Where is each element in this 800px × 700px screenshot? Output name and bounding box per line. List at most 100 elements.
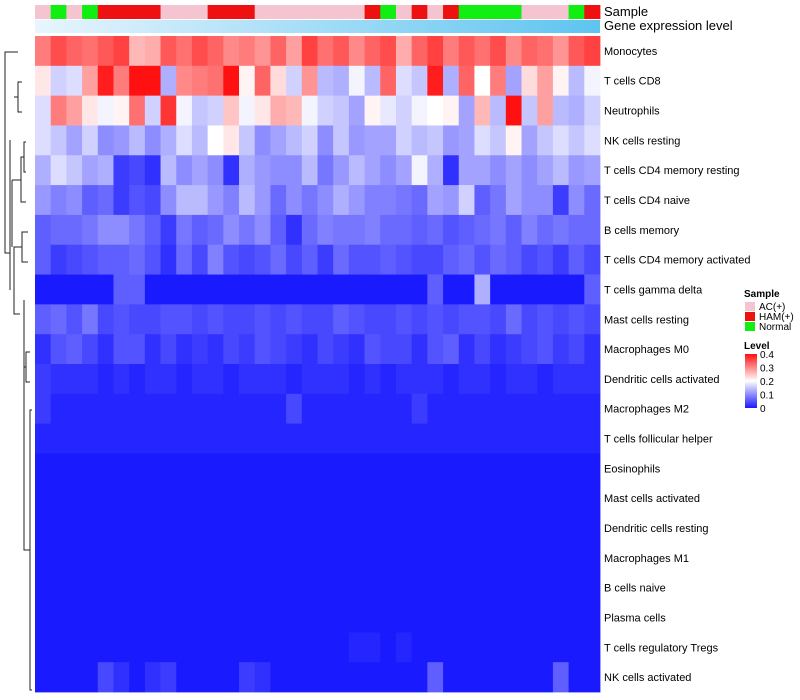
heatmap-cell xyxy=(254,483,271,514)
sample-annotation-cell xyxy=(301,5,318,19)
heatmap-cell xyxy=(113,393,130,425)
heatmap-cell xyxy=(176,304,193,335)
heatmap-cell xyxy=(364,214,381,246)
heatmap-cell xyxy=(254,423,271,454)
legend-level-title: Level xyxy=(744,341,770,352)
heatmap-cell xyxy=(474,244,491,275)
heatmap-cell xyxy=(301,393,318,425)
heatmap-cell xyxy=(490,185,507,216)
heatmap-cell xyxy=(458,244,475,275)
heatmap-cell xyxy=(427,423,444,454)
heatmap-cell xyxy=(474,542,491,574)
heatmap-cell xyxy=(223,274,240,305)
heatmap-cell xyxy=(66,125,83,156)
heatmap-cell xyxy=(568,304,585,335)
heatmap-cell xyxy=(207,95,224,126)
heatmap-cell xyxy=(505,155,522,186)
heatmap-cell xyxy=(254,513,271,544)
heatmap-cell xyxy=(584,65,601,97)
heatmap-cell xyxy=(97,513,114,544)
heatmap-cell xyxy=(333,662,350,693)
heatmap-cell xyxy=(505,125,522,156)
heatmap-cell xyxy=(443,453,460,484)
heatmap-cell xyxy=(521,602,538,633)
heatmap-cell xyxy=(490,155,507,186)
heatmap-cell xyxy=(490,65,507,97)
heatmap-cell xyxy=(584,513,601,544)
heatmap-cell xyxy=(584,483,601,514)
heatmap-cell xyxy=(380,274,397,305)
heatmap-cell xyxy=(239,542,256,574)
heatmap-cell xyxy=(223,334,240,365)
heatmap-cell xyxy=(348,632,365,663)
heatmap-cell xyxy=(443,185,460,216)
heatmap-cell xyxy=(176,632,193,663)
heatmap-cell xyxy=(82,334,99,365)
heatmap-cell xyxy=(364,155,381,186)
row-label: Neutrophils xyxy=(604,106,660,118)
heatmap-cell xyxy=(490,662,507,693)
heatmap-cell xyxy=(129,274,146,305)
heatmap-cell xyxy=(82,274,99,305)
row-label: Macrophages M0 xyxy=(604,344,689,356)
heatmap-cell xyxy=(411,632,428,663)
heatmap-cell xyxy=(411,542,428,574)
heatmap-cell xyxy=(35,125,52,156)
heatmap-cell xyxy=(348,483,365,514)
heatmap-cell xyxy=(223,423,240,454)
row-label: B cells memory xyxy=(604,225,680,237)
heatmap-cell xyxy=(129,513,146,544)
heatmap-cell xyxy=(333,423,350,454)
heatmap-cell xyxy=(97,483,114,514)
heatmap-cell xyxy=(427,513,444,544)
heatmap-cell xyxy=(521,274,538,305)
heatmap-cell xyxy=(458,334,475,365)
heatmap-cell xyxy=(270,304,287,335)
heatmap-cell xyxy=(317,274,334,305)
heatmap-cell xyxy=(301,662,318,693)
legend-swatch xyxy=(745,302,755,311)
heatmap-cell xyxy=(129,304,146,335)
heatmap-cell xyxy=(537,36,554,67)
heatmap-cell xyxy=(474,36,491,67)
heatmap-cell xyxy=(380,542,397,574)
heatmap-cell xyxy=(505,65,522,97)
heatmap-cell xyxy=(537,513,554,544)
heatmap-cell xyxy=(364,602,381,633)
heatmap-cell xyxy=(239,662,256,693)
heatmap-cell xyxy=(427,602,444,633)
heatmap-cell xyxy=(176,423,193,454)
heatmap-cell xyxy=(144,483,161,514)
heatmap-cell xyxy=(82,662,99,693)
heatmap-cell xyxy=(239,423,256,454)
heatmap-cell xyxy=(191,185,209,216)
heatmap-cell xyxy=(113,483,130,514)
heatmap-cell xyxy=(239,393,256,425)
heatmap-cell xyxy=(443,334,460,365)
heatmap-cell xyxy=(223,214,240,246)
row-label: T cells gamma delta xyxy=(604,284,703,296)
heatmap-cell xyxy=(207,65,224,97)
heatmap-cell xyxy=(537,662,554,693)
heatmap-cell xyxy=(443,65,460,97)
heatmap-cell xyxy=(427,155,444,186)
heatmap-cell xyxy=(552,125,570,156)
heatmap-cell xyxy=(411,214,428,246)
heatmap-cell xyxy=(239,483,256,514)
row-label: Dendritic cells activated xyxy=(604,374,720,386)
heatmap-cell xyxy=(458,393,475,425)
heatmap-cell xyxy=(317,393,334,425)
heatmap-cell xyxy=(505,602,522,633)
heatmap-cell xyxy=(317,453,334,484)
heatmap-cell xyxy=(207,244,224,275)
heatmap-cell xyxy=(113,662,130,693)
heatmap-cell xyxy=(443,423,460,454)
heatmap-cell xyxy=(270,423,287,454)
sample-annotation-cell xyxy=(490,5,507,19)
heatmap-cell xyxy=(176,542,193,574)
heatmap-cell xyxy=(521,453,538,484)
heatmap-cell xyxy=(317,602,334,633)
heatmap-cell xyxy=(286,274,303,305)
heatmap-cell xyxy=(129,572,146,603)
